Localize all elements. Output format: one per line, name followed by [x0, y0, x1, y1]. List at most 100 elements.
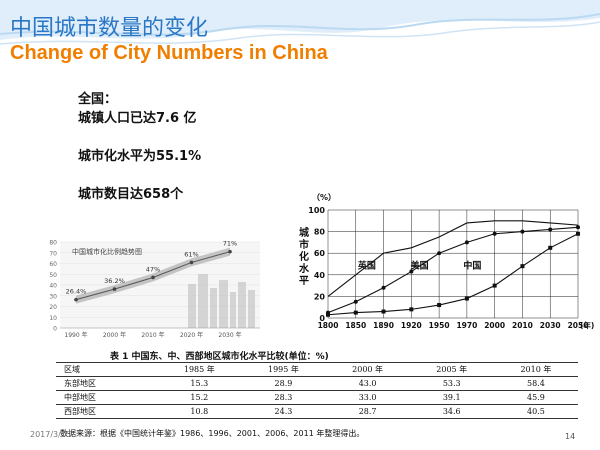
series-line [327, 226, 579, 314]
header-2010: 2010 年 [493, 362, 578, 377]
skyline-building [248, 290, 255, 328]
data-point [409, 269, 414, 274]
x-tick-label: 2020 年 [180, 331, 203, 339]
data-label: 71% [223, 240, 237, 248]
y-axis-label-char: 城 [299, 226, 309, 239]
x-tick-label: 2050 [568, 321, 589, 330]
x-tick-label: 2010 年 [141, 331, 164, 339]
data-point [492, 283, 497, 288]
stats-urbanization-level: 城市化水平为55.1% [78, 149, 202, 164]
stats-urban-population: 城镇人口已达7.6 亿 [78, 111, 197, 126]
table-cell: 34.6 [409, 404, 494, 419]
y-tick-label: 80 [49, 240, 57, 247]
data-point [353, 310, 358, 315]
skyline-decoration [188, 274, 255, 328]
data-point [492, 231, 497, 236]
y-tick-label: 0 [319, 314, 325, 323]
table-cell: 中部地区 [56, 390, 158, 405]
y-tick-label: 60 [49, 261, 57, 268]
y-tick-label: 40 [49, 283, 57, 290]
table-cell: 45.9 [493, 390, 578, 405]
skyline-building [198, 274, 208, 328]
skyline-building [230, 292, 236, 328]
x-unit-label: (年) [580, 320, 594, 330]
series-label: 英国 [357, 259, 376, 271]
national-stats: 全国： 城镇人口已达7.6 亿 城市化水平为55.1% 城市数目达658个 [78, 90, 201, 204]
x-tick-label: 2030 年 [218, 331, 241, 339]
x-tick-label: 1920 [401, 321, 422, 330]
skyline-building [210, 288, 217, 328]
x-tick-label: 2010 [512, 321, 533, 330]
y-tick-label: 60 [314, 249, 326, 258]
table-cell: 24.3 [241, 404, 326, 419]
data-point [112, 287, 117, 291]
data-point [74, 297, 78, 302]
x-tick-label: 2000 [484, 321, 505, 330]
y-tick-label: 30 [49, 293, 57, 300]
data-point [189, 260, 194, 265]
table-cell: 33.0 [325, 390, 410, 405]
header-region: 区域 [56, 362, 158, 377]
data-label: 26.4% [66, 288, 87, 296]
y-tick-label: 50 [49, 272, 57, 279]
table-header-row: 区域 1985 年 1995 年 2000 年 2005 年 2010 年 [56, 362, 578, 377]
data-point [576, 225, 580, 230]
data-point [409, 307, 414, 312]
table-title: 表 1 中国东、中、西部地区城市化水平比较(单位：%) [110, 352, 329, 362]
data-point [437, 251, 442, 256]
y-tick-label: 20 [49, 304, 57, 311]
data-point [381, 285, 386, 290]
header-wave-decoration [0, 0, 600, 45]
x-tick-label: 1990 年 [64, 331, 87, 339]
table-cell: 西部地区 [56, 404, 158, 419]
series-line [327, 220, 579, 297]
y-tick-label: 80 [314, 228, 326, 237]
header-2000: 2000 年 [325, 362, 410, 377]
data-point [326, 312, 330, 317]
table-row: 中部地区 15.2 28.3 33.0 39.1 45.9 [56, 390, 578, 405]
header-1995: 1995 年 [241, 362, 326, 377]
x-tick-label: 1850 [345, 321, 366, 330]
x-tick-label: 1970 [456, 321, 477, 330]
data-point [464, 296, 469, 301]
slide-title-chinese: 中国城市数量的变化 [10, 16, 209, 41]
table-cell: 15.2 [157, 390, 242, 405]
y-axis-label-char: 平 [299, 275, 309, 287]
x-tick-label: 1800 [318, 321, 339, 330]
table-cell: 10.8 [157, 404, 242, 419]
table-source-note: 数据来源：根据《中国统计年鉴》1986、1996、2001、2006、2011 … [60, 429, 365, 438]
chart-title: 中国城市化比例趋势图 [72, 247, 142, 256]
table-cell: 43.0 [325, 376, 410, 391]
table-cell: 53.3 [409, 376, 494, 391]
table-cell: 28.7 [325, 404, 410, 419]
series-line [327, 233, 579, 316]
stats-heading: 全国： [78, 92, 118, 107]
skyline-building [219, 280, 228, 328]
header-2005: 2005 年 [409, 362, 494, 377]
slide-title-english: Change of City Numbers in China [10, 42, 328, 64]
table-cell: 39.1 [409, 390, 494, 405]
table-cell: 58.4 [493, 376, 578, 391]
urbanization-comparison-chart: （%） 0 20 40 60 80 100 1800 1850 1890 1920 1950 1970 2… [298, 192, 594, 330]
table-cell: 28.3 [241, 390, 326, 405]
y-axis-label-char: 化 [299, 250, 309, 263]
data-point [548, 245, 553, 250]
y-tick-label: 0 [53, 326, 57, 333]
data-point [151, 275, 155, 280]
skyline-building [188, 284, 196, 328]
data-point [381, 309, 386, 314]
header-1985: 1985 年 [157, 362, 242, 377]
table-cell: 东部地区 [56, 376, 158, 391]
china-urbanization-trend-chart: 0 10 20 30 40 50 60 70 80 中国城市化比例趋势图 26.4% 36.2% 47%… [49, 240, 260, 339]
data-point [520, 229, 525, 234]
data-point [548, 227, 553, 232]
y-tick-label: 70 [49, 250, 57, 257]
data-point [520, 264, 525, 269]
y-tick-label: 20 [314, 292, 326, 301]
data-point [353, 299, 358, 304]
data-label: 36.2% [104, 277, 125, 285]
y-tick-label: 10 [49, 315, 57, 322]
y-tick-label: 100 [308, 206, 325, 215]
data-point [228, 249, 232, 254]
